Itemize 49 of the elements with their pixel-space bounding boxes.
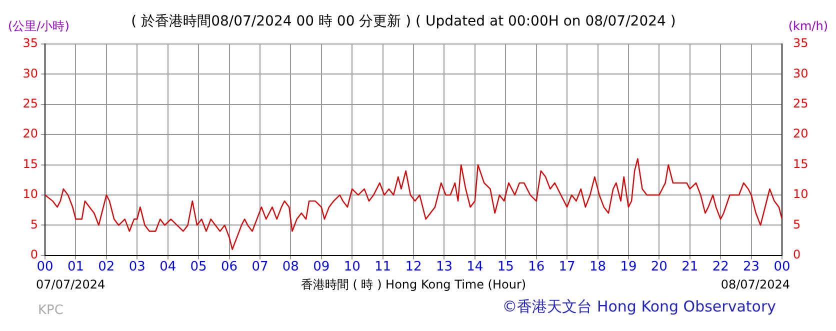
y2-tick-label: 35 <box>793 36 808 50</box>
x-axis-title: 香港時間 ( 時 ) Hong Kong Time (Hour) <box>300 278 526 292</box>
y-tick-label: 30 <box>22 66 38 80</box>
y2-tick-label: 30 <box>793 66 808 80</box>
x-tick-label: 00 <box>36 260 54 275</box>
x-tick-label: 07 <box>252 260 268 275</box>
y-tick-label: 5 <box>30 217 38 232</box>
y2-tick-label: 15 <box>793 156 808 171</box>
x-tick-label: 14 <box>466 260 484 275</box>
x-tick-label: 02 <box>98 260 115 275</box>
x-tick-label: 23 <box>743 260 760 275</box>
text: 07/07/2024 <box>36 278 106 292</box>
chart-title: ( 於香港時間08/07/2024 00 時 00 分更新 ) ( Updated at 00:00H on 08/07/2024 ) <box>131 14 676 30</box>
y-tick-label: 0 <box>30 248 38 262</box>
x-tick-label: 05 <box>190 260 207 275</box>
x-tick-label: 21 <box>682 260 698 275</box>
text: 08/07/2024 <box>720 278 790 292</box>
x-tick-label: 03 <box>128 260 146 275</box>
y-tick-label: 20 <box>22 126 38 141</box>
y2-tick-label: 25 <box>793 96 808 111</box>
x-tick-label: 11 <box>374 260 392 275</box>
x-tick-label: 19 <box>620 260 637 275</box>
y-tick-label: 25 <box>22 96 38 111</box>
x-tick-label: 10 <box>344 260 360 275</box>
x-tick-label: 18 <box>589 260 606 275</box>
y2-tick-label: 10 <box>793 187 808 202</box>
y-axis-title: (公里/小時) <box>8 19 70 34</box>
text: ©香港天文台 Hong Kong Observatory <box>502 297 776 316</box>
x-tick-label: 13 <box>436 260 452 275</box>
x-tick-label: 22 <box>712 260 729 275</box>
x-tick-label: 12 <box>405 260 422 275</box>
x-tick-label: 09 <box>313 260 330 275</box>
x-tick-label: 16 <box>528 260 545 275</box>
x-tick-label: 01 <box>67 260 84 275</box>
y2-tick-label: 5 <box>793 217 801 232</box>
y2-axis-title: (km/h) <box>788 19 828 34</box>
x-tick-label: 06 <box>220 260 238 275</box>
x-tick-label: 17 <box>558 260 576 275</box>
y2-tick-label: 0 <box>793 248 801 262</box>
text: KPC <box>38 302 64 318</box>
x-tick-label: 15 <box>497 260 514 275</box>
y-tick-label: 10 <box>22 187 38 202</box>
y-tick-label: 15 <box>22 156 38 171</box>
x-tick-label: 08 <box>282 260 299 275</box>
y2-tick-label: 20 <box>793 126 808 141</box>
y-tick-label: 35 <box>22 36 38 50</box>
x-tick-label: 20 <box>650 260 668 275</box>
x-tick-label: 04 <box>160 260 176 275</box>
x-tick-label: 00 <box>774 260 790 275</box>
